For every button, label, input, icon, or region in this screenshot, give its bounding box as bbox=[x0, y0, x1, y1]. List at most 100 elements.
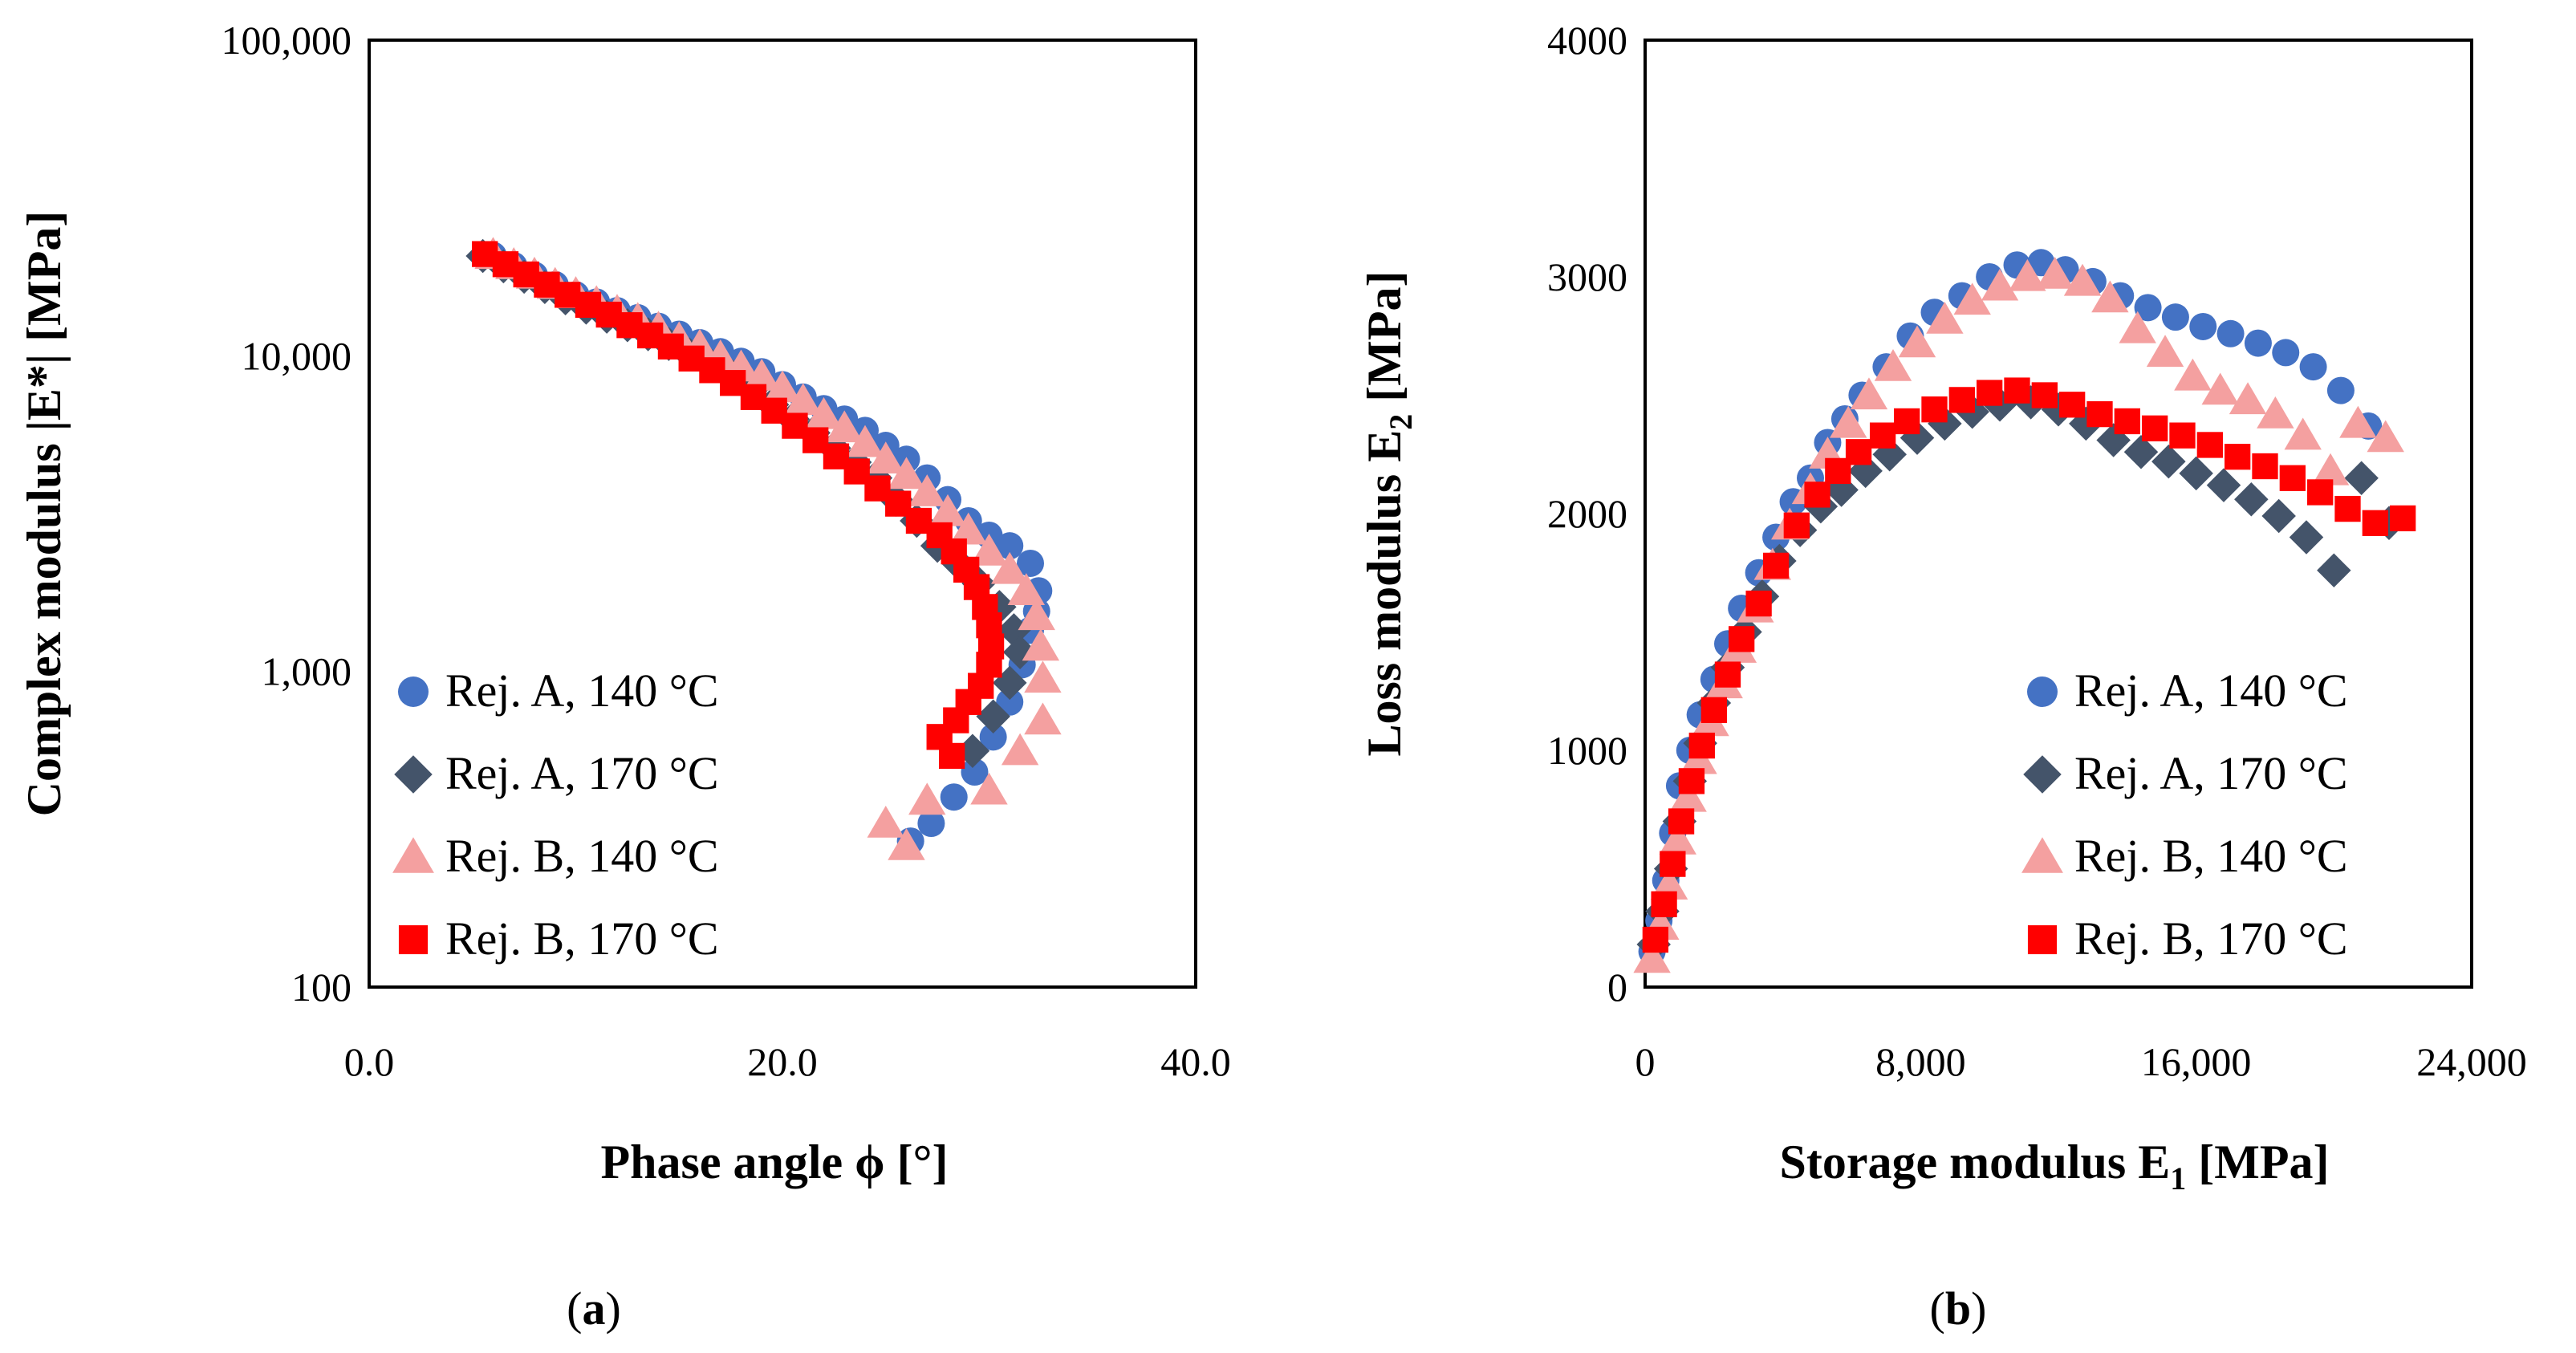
x-tick-label: 0.0 bbox=[344, 1039, 395, 1084]
data-point bbox=[2086, 400, 2113, 428]
legend-marker bbox=[392, 837, 434, 873]
data-point bbox=[2134, 294, 2162, 322]
data-point bbox=[2339, 405, 2377, 438]
plot-frame-b bbox=[1644, 39, 2473, 989]
data-point bbox=[1714, 661, 1741, 688]
data-point bbox=[1953, 282, 1991, 315]
y-tick-label: 100 bbox=[291, 965, 351, 1010]
data-point bbox=[2123, 435, 2159, 469]
y-axis-title-a: Complex modulus |E*| [MPa] bbox=[18, 211, 71, 817]
data-point bbox=[2244, 329, 2272, 357]
data-point bbox=[928, 494, 967, 526]
data-point bbox=[784, 383, 822, 416]
data-point bbox=[970, 534, 1008, 566]
x-axis-title-a: Phase angle ϕ [°] bbox=[600, 1136, 948, 1188]
legend-item: Rej. B, 170 °C bbox=[2027, 912, 2348, 965]
data-point bbox=[2161, 303, 2189, 331]
legend-marker bbox=[398, 676, 429, 707]
data-point bbox=[2229, 382, 2267, 415]
data-point bbox=[2142, 415, 2168, 441]
legend-marker bbox=[398, 924, 429, 955]
data-point bbox=[970, 772, 1008, 805]
series-4 bbox=[472, 241, 1005, 770]
data-point bbox=[979, 723, 1007, 751]
data-point bbox=[2201, 372, 2239, 405]
data-point bbox=[2059, 392, 2086, 418]
x-tick-label: 16,000 bbox=[2141, 1039, 2252, 1084]
data-point bbox=[1007, 573, 1046, 605]
y-tick-label: 1000 bbox=[1547, 728, 1627, 773]
data-point bbox=[2174, 358, 2212, 391]
data-point bbox=[2257, 396, 2294, 429]
legend-item: Rej. B, 170 °C bbox=[398, 912, 719, 965]
data-point bbox=[2307, 479, 2334, 506]
data-point bbox=[2146, 335, 2184, 368]
y-tick-label: 10,000 bbox=[242, 333, 352, 378]
data-point bbox=[2196, 432, 2223, 458]
data-point bbox=[1017, 549, 1044, 577]
data-point bbox=[2151, 444, 2186, 479]
data-point bbox=[991, 551, 1029, 584]
data-point bbox=[2289, 520, 2324, 555]
panel-letter-a: a bbox=[583, 1282, 606, 1335]
data-point bbox=[846, 425, 884, 457]
data-point bbox=[2036, 256, 2074, 289]
plot-frame-a bbox=[368, 39, 1197, 989]
y-tick-label: 0 bbox=[1607, 965, 1627, 1010]
data-point bbox=[1633, 941, 1671, 973]
data-point bbox=[917, 810, 945, 838]
chart-panel-b: 0 1000 2000 3000 4000 0 8,000 16,000 24,000 Rej… bbox=[1358, 18, 2527, 1335]
x-tick-label: 8,000 bbox=[1875, 1039, 1966, 1084]
data-point bbox=[1660, 851, 1686, 877]
legend-marker bbox=[2027, 924, 2058, 955]
data-point bbox=[1869, 422, 1896, 449]
data-point bbox=[1668, 808, 1695, 835]
data-point bbox=[867, 441, 904, 473]
data-point bbox=[1894, 408, 1920, 435]
data-point bbox=[1762, 552, 1790, 579]
data-point bbox=[805, 396, 843, 429]
data-point bbox=[2004, 377, 2030, 404]
legend-marker bbox=[394, 755, 433, 794]
data-point bbox=[2279, 465, 2306, 491]
legend-label: Rej. B, 140 °C bbox=[2074, 830, 2348, 882]
data-point bbox=[1659, 823, 1696, 855]
data-point bbox=[743, 358, 781, 391]
legend-item: Rej. A, 170 °C bbox=[2023, 747, 2348, 799]
data-point bbox=[2234, 482, 2269, 517]
data-point bbox=[996, 688, 1024, 716]
legend-item: Rej. A, 140 °C bbox=[398, 664, 719, 717]
data-point bbox=[2189, 312, 2217, 340]
data-point bbox=[908, 474, 946, 506]
legend-label: Rej. A, 140 °C bbox=[2074, 664, 2348, 717]
legend-label: Rej. A, 170 °C bbox=[445, 747, 719, 799]
data-point bbox=[2169, 422, 2196, 449]
panel-label-a: (a) bbox=[567, 1282, 621, 1335]
legend-item: Rej. B, 140 °C bbox=[2021, 830, 2348, 882]
legend-label: Rej. B, 170 °C bbox=[2074, 912, 2348, 965]
y-tick-label: 2000 bbox=[1547, 491, 1627, 536]
data-point bbox=[1981, 268, 2019, 301]
y-tick-label: 3000 bbox=[1547, 254, 1627, 299]
data-point bbox=[2362, 510, 2388, 536]
data-point bbox=[1642, 926, 1669, 953]
data-point bbox=[888, 457, 925, 490]
x-tick-label: 24,000 bbox=[2416, 1039, 2527, 1084]
legend-item: Rej. A, 170 °C bbox=[394, 747, 719, 799]
data-point bbox=[2091, 280, 2129, 313]
data-point bbox=[1898, 325, 1936, 358]
chart-panel-a: 100 1,000 10,000 100,000 0.0 20.0 40.0 Rej. A… bbox=[18, 18, 1231, 1335]
x-tick-label: 20.0 bbox=[747, 1039, 818, 1084]
panel-letter-b: b bbox=[1945, 1282, 1971, 1335]
legend-label: Rej. A, 170 °C bbox=[2074, 747, 2348, 799]
data-point bbox=[1678, 768, 1705, 794]
data-point bbox=[2063, 263, 2102, 296]
data-point bbox=[2272, 339, 2300, 367]
data-point bbox=[826, 410, 863, 443]
data-point bbox=[1948, 387, 1975, 413]
data-point bbox=[2009, 258, 2046, 291]
legend-label: Rej. A, 140 °C bbox=[445, 664, 719, 717]
legend-marker bbox=[2023, 755, 2062, 794]
legend-item: Rej. B, 140 °C bbox=[392, 830, 719, 882]
